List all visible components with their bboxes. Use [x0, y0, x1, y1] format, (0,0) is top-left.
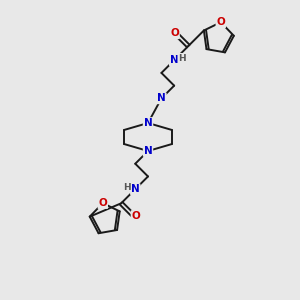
Text: O: O — [216, 17, 225, 27]
Text: H: H — [124, 183, 131, 192]
Text: N: N — [144, 146, 152, 156]
Text: O: O — [98, 198, 107, 208]
Text: N: N — [131, 184, 140, 194]
Text: O: O — [131, 211, 140, 221]
Text: O: O — [170, 28, 179, 38]
Text: N: N — [157, 93, 166, 103]
Text: N: N — [144, 118, 152, 128]
Text: N: N — [170, 55, 178, 65]
Text: H: H — [178, 54, 186, 63]
